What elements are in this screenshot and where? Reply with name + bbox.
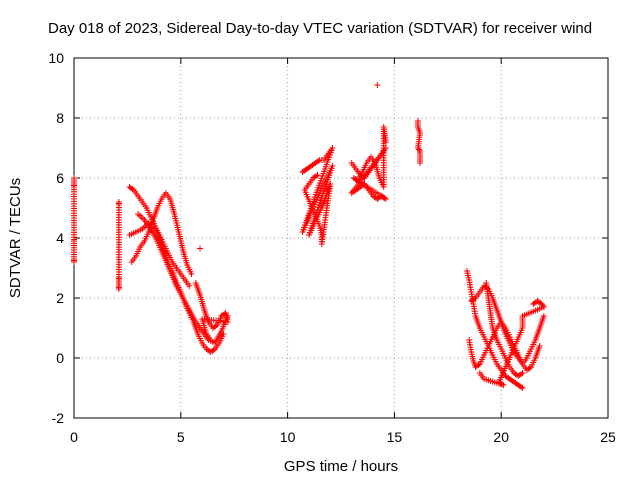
- y-tick-label: -2: [52, 410, 65, 426]
- data-point: [197, 245, 204, 252]
- data-point: [129, 186, 136, 192]
- data-point: [540, 313, 547, 319]
- data-point: [519, 385, 526, 391]
- data-point: [71, 259, 77, 265]
- x-tick-labels: 0 5 10 15 20 25: [70, 429, 616, 445]
- data-point: [212, 323, 219, 329]
- data-point: [471, 296, 478, 302]
- series-t15: [483, 280, 526, 379]
- series-t0: [71, 175, 77, 265]
- data-point: [526, 365, 533, 371]
- series-t1: [115, 199, 122, 292]
- data-point: [518, 371, 525, 377]
- data-point: [382, 139, 389, 145]
- series-t5: [135, 211, 231, 346]
- y-tick-label: 10: [48, 50, 64, 66]
- data-point: [207, 337, 214, 343]
- data-point: [415, 146, 422, 153]
- y-tick-label: 2: [56, 290, 64, 306]
- x-tick-label: 20: [493, 429, 509, 445]
- data-point: [115, 286, 122, 292]
- data-point: [519, 370, 526, 376]
- series-t8: [299, 145, 336, 247]
- series-t12: [464, 268, 526, 391]
- data-point: [186, 283, 193, 289]
- x-tick-label: 10: [280, 429, 296, 445]
- series-t9: [348, 124, 389, 202]
- data-point: [475, 362, 482, 368]
- y-tick-label: 0: [56, 350, 64, 366]
- x-axis-label: GPS time / hours: [284, 458, 398, 475]
- data-points: [71, 82, 547, 391]
- series-t6: [192, 280, 231, 343]
- data-point: [314, 172, 321, 178]
- y-tick-label: 4: [56, 230, 64, 246]
- series-t11: [414, 118, 424, 166]
- series-t4: [128, 190, 195, 277]
- x-tick-label: 25: [600, 429, 616, 445]
- y-tick-label: 6: [56, 170, 64, 186]
- x-tick-label: 5: [177, 429, 185, 445]
- chart-title: Day 018 of 2023, Sidereal Day-to-day VTE…: [48, 20, 592, 37]
- data-point: [476, 370, 483, 376]
- data-point: [188, 271, 195, 277]
- y-tick-labels: -2 0 2 4 6 8 10: [48, 50, 64, 426]
- y-axis-label: SDTVAR / TECUs: [7, 178, 24, 298]
- data-point: [313, 173, 320, 179]
- series-t16: [476, 298, 547, 388]
- data-point: [518, 384, 525, 390]
- data-point: [536, 343, 543, 349]
- series-t7: [197, 245, 204, 252]
- data-point: [417, 160, 424, 166]
- series-t10: [374, 82, 381, 88]
- data-point: [210, 347, 217, 353]
- y-tick-label: 8: [56, 110, 64, 126]
- x-tick-label: 0: [70, 429, 78, 445]
- x-tick-label: 15: [387, 429, 403, 445]
- data-point: [374, 82, 381, 88]
- data-point: [315, 158, 322, 164]
